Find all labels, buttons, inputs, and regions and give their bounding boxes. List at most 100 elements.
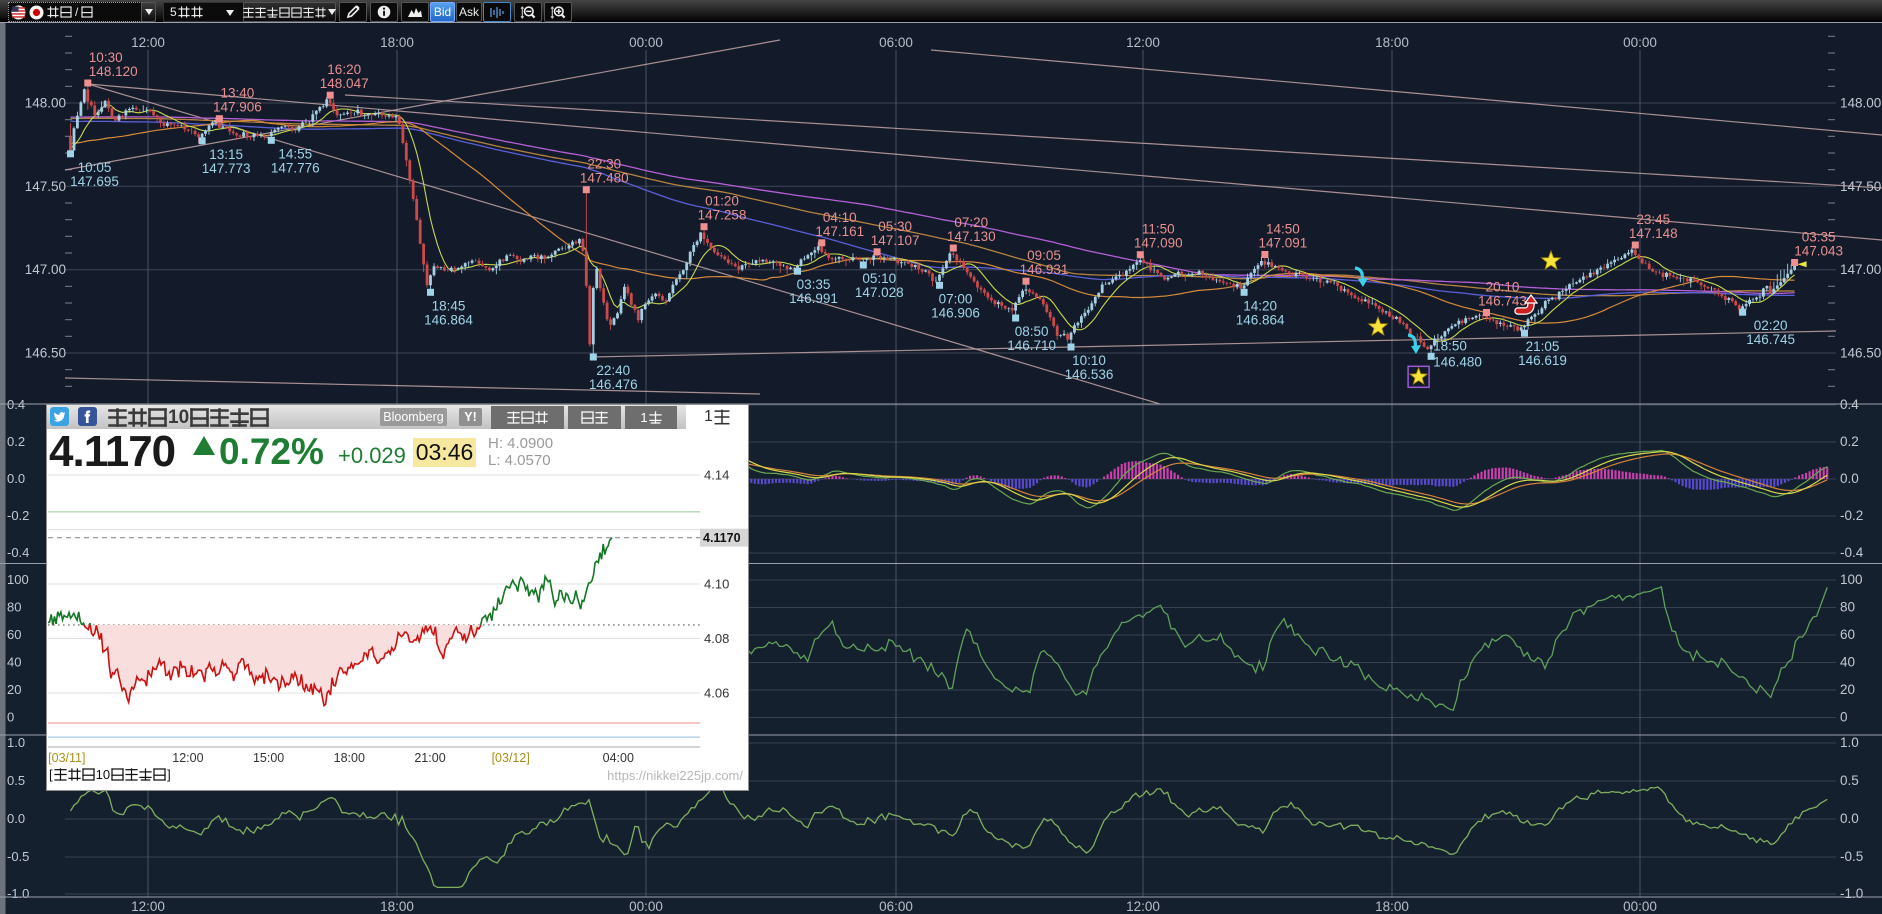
svg-text:18:45: 18:45 xyxy=(432,298,466,313)
svg-text:4.10: 4.10 xyxy=(704,577,729,592)
svg-text:4.1170: 4.1170 xyxy=(703,531,741,545)
svg-text:147.50: 147.50 xyxy=(25,179,66,194)
svg-text:00:00: 00:00 xyxy=(1623,899,1657,914)
svg-text:18:00: 18:00 xyxy=(1375,35,1409,50)
svg-text:147.028: 147.028 xyxy=(855,285,904,300)
svg-text:04:00: 04:00 xyxy=(603,751,634,765)
svg-text:100: 100 xyxy=(7,572,29,587)
svg-text:147.043: 147.043 xyxy=(1794,244,1843,259)
svg-text:146.745: 146.745 xyxy=(1746,332,1795,347)
svg-text:147.906: 147.906 xyxy=(213,100,262,115)
svg-text:0.0: 0.0 xyxy=(7,811,25,826)
svg-text:147.161: 147.161 xyxy=(815,224,864,239)
svg-text:147.091: 147.091 xyxy=(1258,236,1307,251)
svg-text:00:00: 00:00 xyxy=(1623,35,1657,50)
svg-text:-1.0: -1.0 xyxy=(1840,886,1863,901)
svg-text:10:30: 10:30 xyxy=(89,50,123,65)
svg-text:-0.4: -0.4 xyxy=(7,545,29,560)
svg-text:147.258: 147.258 xyxy=(698,208,747,223)
svg-text:05:30: 05:30 xyxy=(878,219,912,234)
svg-text:18:00: 18:00 xyxy=(380,35,414,50)
svg-text:148.00: 148.00 xyxy=(25,96,66,111)
svg-text:147.130: 147.130 xyxy=(947,229,996,244)
svg-text:14:20: 14:20 xyxy=(1243,298,1277,313)
svg-text:80: 80 xyxy=(1840,600,1855,615)
svg-text:147.773: 147.773 xyxy=(202,161,251,176)
svg-text:04:10: 04:10 xyxy=(823,210,857,225)
svg-text:1.0: 1.0 xyxy=(1840,735,1859,750)
svg-text:07:00: 07:00 xyxy=(939,291,973,306)
svg-text:0.5: 0.5 xyxy=(7,773,25,788)
svg-text:22:30: 22:30 xyxy=(587,157,621,172)
svg-text:148.047: 148.047 xyxy=(320,76,369,91)
svg-text:20: 20 xyxy=(1840,682,1855,697)
svg-text:02:20: 02:20 xyxy=(1754,318,1788,333)
svg-text:0: 0 xyxy=(7,710,14,725)
svg-text:146.619: 146.619 xyxy=(1518,353,1567,368)
svg-text:-0.2: -0.2 xyxy=(7,508,29,523)
svg-text:4.14: 4.14 xyxy=(704,468,729,483)
svg-text:23:45: 23:45 xyxy=(1636,212,1670,227)
svg-text:12:00: 12:00 xyxy=(131,35,165,50)
svg-text:13:15: 13:15 xyxy=(209,147,243,162)
svg-text:147.00: 147.00 xyxy=(25,262,66,277)
svg-text:147.695: 147.695 xyxy=(70,174,119,189)
svg-text:147.148: 147.148 xyxy=(1629,226,1678,241)
svg-text:146.906: 146.906 xyxy=(931,305,980,320)
svg-text:-0.2: -0.2 xyxy=(1840,508,1863,523)
svg-text:12:00: 12:00 xyxy=(172,751,203,765)
svg-text:06:00: 06:00 xyxy=(879,35,913,50)
svg-text:20:10: 20:10 xyxy=(1486,280,1520,295)
svg-text:22:40: 22:40 xyxy=(596,363,630,378)
svg-text:147.480: 147.480 xyxy=(580,171,629,186)
svg-text:21:05: 21:05 xyxy=(1526,339,1560,354)
svg-text:146.536: 146.536 xyxy=(1065,367,1114,382)
svg-text:146.864: 146.864 xyxy=(1236,312,1285,327)
svg-text:[03/11]: [03/11] xyxy=(48,751,85,765)
svg-text:0: 0 xyxy=(1840,710,1848,725)
svg-text:148.120: 148.120 xyxy=(89,64,138,79)
svg-text:11:50: 11:50 xyxy=(1142,222,1175,237)
svg-text:100: 100 xyxy=(1840,572,1863,587)
svg-text:0.5: 0.5 xyxy=(1840,773,1859,788)
svg-text:-1.0: -1.0 xyxy=(7,886,29,901)
svg-text:0.0: 0.0 xyxy=(1840,811,1859,826)
svg-text:146.991: 146.991 xyxy=(789,291,838,306)
svg-text:0.2: 0.2 xyxy=(7,434,25,449)
svg-text:147.00: 147.00 xyxy=(1840,262,1881,277)
svg-text:07:20: 07:20 xyxy=(954,215,988,230)
svg-text:14:50: 14:50 xyxy=(1266,222,1300,237)
svg-text:40: 40 xyxy=(7,655,21,670)
svg-text:1.0: 1.0 xyxy=(7,735,25,750)
svg-text:0.4: 0.4 xyxy=(1840,397,1859,412)
svg-text:147.776: 147.776 xyxy=(271,160,320,175)
svg-text:15:00: 15:00 xyxy=(253,751,284,765)
svg-text:146.50: 146.50 xyxy=(1840,346,1881,361)
svg-text:12:00: 12:00 xyxy=(131,899,165,914)
svg-text:12:00: 12:00 xyxy=(1126,899,1160,914)
svg-text:20: 20 xyxy=(7,682,21,697)
svg-text:05:10: 05:10 xyxy=(862,271,896,286)
svg-text:60: 60 xyxy=(7,627,21,642)
svg-text:147.50: 147.50 xyxy=(1840,179,1881,194)
svg-text:21:00: 21:00 xyxy=(414,751,445,765)
svg-text:18:00: 18:00 xyxy=(334,751,365,765)
svg-text:0.0: 0.0 xyxy=(7,471,25,486)
svg-text:00:00: 00:00 xyxy=(629,899,663,914)
svg-text:18:00: 18:00 xyxy=(380,899,414,914)
svg-text:-0.4: -0.4 xyxy=(1840,545,1864,560)
svg-text:12:00: 12:00 xyxy=(1126,35,1160,50)
svg-text:03:35: 03:35 xyxy=(797,277,831,292)
svg-text:00:00: 00:00 xyxy=(629,35,663,50)
svg-text:146.710: 146.710 xyxy=(1007,338,1056,353)
svg-text:4.08: 4.08 xyxy=(704,631,729,646)
svg-text:146.50: 146.50 xyxy=(25,346,66,361)
svg-text:10:05: 10:05 xyxy=(78,160,112,175)
svg-text:18:00: 18:00 xyxy=(1375,899,1409,914)
svg-text:80: 80 xyxy=(7,600,21,615)
svg-text:0.2: 0.2 xyxy=(1840,434,1859,449)
svg-text:147.107: 147.107 xyxy=(871,233,920,248)
svg-text:-0.5: -0.5 xyxy=(1840,849,1863,864)
svg-text:148.00: 148.00 xyxy=(1840,96,1881,111)
svg-text:18:50: 18:50 xyxy=(1433,338,1467,353)
